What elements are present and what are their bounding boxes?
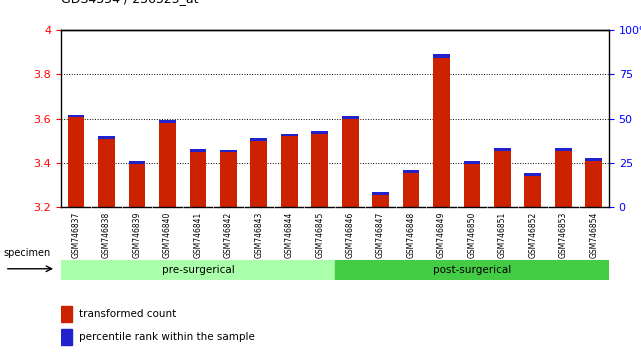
Bar — [159, 123, 176, 207]
Bar — [463, 161, 480, 164]
Bar — [555, 148, 572, 151]
Text: GSM746853: GSM746853 — [559, 211, 568, 258]
Bar — [312, 134, 328, 207]
Text: GSM746845: GSM746845 — [315, 211, 324, 258]
Text: GSM746848: GSM746848 — [406, 211, 415, 258]
Bar — [98, 136, 115, 138]
Bar — [190, 152, 206, 207]
Text: percentile rank within the sample: percentile rank within the sample — [79, 332, 254, 342]
Bar — [403, 173, 419, 207]
Text: GSM746840: GSM746840 — [163, 211, 172, 258]
Bar — [335, 260, 609, 280]
Bar — [251, 141, 267, 207]
Bar — [129, 161, 146, 164]
Bar — [220, 152, 237, 207]
Text: GSM746850: GSM746850 — [467, 211, 476, 258]
Bar — [463, 164, 480, 207]
Bar — [159, 120, 176, 123]
Bar — [281, 136, 297, 207]
Text: GSM746852: GSM746852 — [528, 211, 537, 258]
Bar — [585, 161, 602, 207]
Bar — [251, 138, 267, 141]
Text: pre-surgerical: pre-surgerical — [162, 265, 234, 275]
Text: post-surgerical: post-surgerical — [433, 265, 511, 275]
Bar — [372, 192, 389, 195]
Bar — [312, 131, 328, 134]
Bar — [372, 195, 389, 207]
Bar — [555, 151, 572, 207]
Bar — [281, 133, 297, 136]
Text: GSM746847: GSM746847 — [376, 211, 385, 258]
Bar — [494, 151, 511, 207]
Bar — [61, 329, 72, 345]
Text: GSM746837: GSM746837 — [72, 211, 81, 258]
Bar — [433, 55, 450, 58]
Bar — [342, 119, 358, 207]
Text: GSM746851: GSM746851 — [498, 211, 507, 258]
Bar — [494, 148, 511, 151]
Text: GSM746838: GSM746838 — [102, 211, 111, 258]
Bar — [403, 170, 419, 173]
Bar — [220, 150, 237, 152]
Bar — [190, 149, 206, 152]
Bar — [61, 306, 72, 321]
Text: GSM746844: GSM746844 — [285, 211, 294, 258]
Text: GSM746841: GSM746841 — [194, 211, 203, 258]
Text: GSM746849: GSM746849 — [437, 211, 446, 258]
Bar — [61, 260, 335, 280]
Text: GSM746846: GSM746846 — [345, 211, 354, 258]
Bar — [585, 158, 602, 161]
Bar — [129, 164, 146, 207]
Text: GDS4354 / 236325_at: GDS4354 / 236325_at — [61, 0, 199, 5]
Text: GSM746843: GSM746843 — [254, 211, 263, 258]
Text: GSM746839: GSM746839 — [133, 211, 142, 258]
Text: transformed count: transformed count — [79, 309, 176, 319]
Bar — [524, 173, 541, 176]
Bar — [524, 176, 541, 207]
Text: specimen: specimen — [3, 249, 51, 258]
Bar — [68, 118, 85, 207]
Text: GSM746854: GSM746854 — [589, 211, 598, 258]
Bar — [433, 58, 450, 207]
Bar — [68, 115, 85, 118]
Bar — [98, 138, 115, 207]
Bar — [342, 116, 358, 119]
Text: GSM746842: GSM746842 — [224, 211, 233, 258]
